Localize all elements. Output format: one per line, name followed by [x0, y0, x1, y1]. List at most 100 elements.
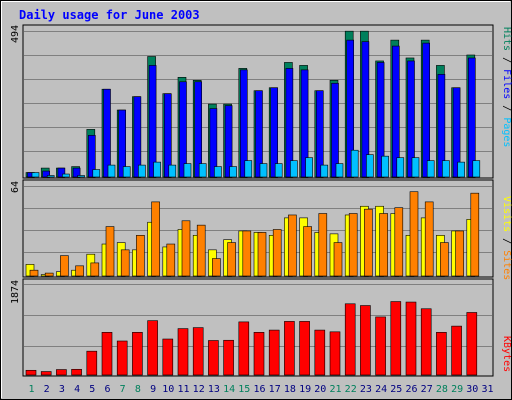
files-bar-day-7 [118, 109, 126, 178]
kbytes-bar-day-9 [147, 320, 158, 376]
pages-bar-day-15 [244, 160, 253, 178]
pages-bar-day-14 [229, 166, 237, 178]
files-bar-day-30 [467, 57, 476, 178]
pages-bar-day-8 [138, 164, 146, 178]
sites-bar-day-24 [379, 213, 388, 277]
kbytes-bar-day-23 [360, 305, 371, 376]
day-axis-labels: 1 2 3 4 5 6 7 8 9 10 11 12 13 14 15 16 17 18 19 20 21 22 23 24 2… [28, 384, 493, 395]
sites-bar-day-6 [105, 226, 115, 277]
day-label-13: 13 [208, 384, 220, 395]
legend-files-label: Files [501, 69, 512, 99]
sites-bar-day-27 [424, 201, 434, 277]
files-bar-day-29 [452, 87, 461, 178]
pages-bar-day-6 [107, 164, 116, 178]
files-bar-day-17 [270, 87, 279, 178]
files-bar-day-6 [103, 88, 111, 178]
sites-bar-day-20 [318, 213, 328, 277]
pages-bar-day-3 [62, 173, 70, 178]
legend-sites-label: Sites [501, 250, 512, 280]
files-bar-day-22 [346, 39, 355, 178]
kbytes-bar-day-29 [451, 325, 462, 376]
legend-sep-1: / [501, 51, 512, 69]
day-label-18: 18 [284, 384, 296, 395]
pages-bar-day-2 [46, 175, 55, 178]
day-label-10: 10 [162, 384, 174, 395]
kbytes-bar-day-4 [71, 368, 82, 376]
pages-bar-day-1 [31, 172, 40, 178]
kbytes-bar-day-19 [299, 321, 310, 376]
files-bar-day-2 [42, 170, 51, 178]
kbytes-bar-day-16 [253, 332, 265, 376]
day-label-8: 8 [135, 384, 141, 395]
day-label-31: 31 [481, 384, 493, 395]
files-bar-day-3 [57, 167, 66, 178]
legend-hits-label: Hits [501, 27, 512, 51]
legend-kbytes-label: KBytes [501, 336, 512, 372]
legend-sep-2: / [501, 99, 512, 117]
pages-bar-day-30 [472, 160, 481, 178]
kbytes-bar-day-7 [116, 340, 128, 376]
kbytes-bar-day-5 [86, 350, 98, 376]
sites-bar-day-2 [44, 272, 54, 277]
kbytes-bar-day-25 [390, 301, 402, 376]
day-label-24: 24 [375, 384, 387, 395]
kbytes-bar-day-12 [192, 327, 204, 376]
day-label-6: 6 [104, 384, 110, 395]
files-bar-day-18 [285, 68, 294, 178]
files-bar-day-28 [437, 74, 446, 178]
legend-visits-sites: Visits / Sites [501, 196, 512, 280]
day-label-15: 15 [238, 384, 250, 395]
pages-bar-day-18 [290, 160, 298, 178]
kbytes-bar-day-28 [436, 332, 447, 376]
sites-bar-day-5 [90, 262, 100, 277]
legend-pages-label: Pages [501, 117, 512, 147]
day-label-27: 27 [421, 384, 433, 395]
legend-kbytes: KBytes [501, 336, 512, 372]
kbytes-bar-day-3 [56, 369, 67, 376]
pages-bar-day-22 [350, 149, 359, 178]
files-bar-day-13 [209, 108, 218, 178]
files-bar-day-21 [331, 82, 339, 178]
pages-bar-day-17 [274, 163, 283, 178]
files-bar-day-4 [72, 167, 81, 178]
kbytes-bar-day-20 [314, 329, 326, 376]
pages-bar-day-7 [122, 166, 131, 178]
pages-bar-day-9 [153, 161, 161, 178]
pages-bar-day-26 [411, 157, 420, 178]
sites-bar-day-11 [181, 220, 191, 277]
sites-bar-day-4 [75, 265, 84, 277]
sites-bar-day-23 [364, 208, 373, 277]
kbytes-bar-day-24 [375, 316, 386, 376]
files-bar-day-25 [391, 45, 400, 178]
files-bar-day-15 [240, 69, 248, 178]
sites-bar-day-21 [333, 242, 343, 277]
day-label-17: 17 [269, 384, 281, 395]
kbytes-bar-day-8 [132, 332, 143, 376]
files-bar-day-10 [164, 93, 172, 178]
sites-bar-day-15 [242, 230, 252, 277]
sites-bar-day-10 [166, 243, 176, 277]
kbytes-bar-day-17 [268, 329, 280, 376]
chart-title: Daily usage for June 2003 [19, 8, 200, 22]
legend-sep-3: / [501, 232, 512, 250]
day-label-25: 25 [390, 384, 402, 395]
files-bar-day-8 [133, 96, 142, 178]
pages-bar-day-24 [381, 155, 389, 178]
day-label-21: 21 [329, 384, 341, 395]
files-bar-day-16 [255, 90, 263, 178]
kbytes-bar-day-30 [466, 312, 478, 376]
sites-bar-day-30 [470, 192, 480, 277]
files-bar-day-11 [179, 81, 187, 178]
day-label-29: 29 [451, 384, 463, 395]
sites-bar-day-16 [257, 232, 267, 277]
hits-panel-max-label: 494 [10, 25, 21, 43]
day-label-9: 9 [150, 384, 156, 395]
day-label-28: 28 [436, 384, 448, 395]
sites-bar-day-7 [120, 249, 130, 277]
day-label-12: 12 [193, 384, 205, 395]
pages-bar-day-29 [457, 161, 465, 178]
sites-bar-day-13 [212, 258, 221, 277]
sites-bar-day-3 [60, 255, 69, 277]
files-bar-day-19 [300, 69, 309, 178]
